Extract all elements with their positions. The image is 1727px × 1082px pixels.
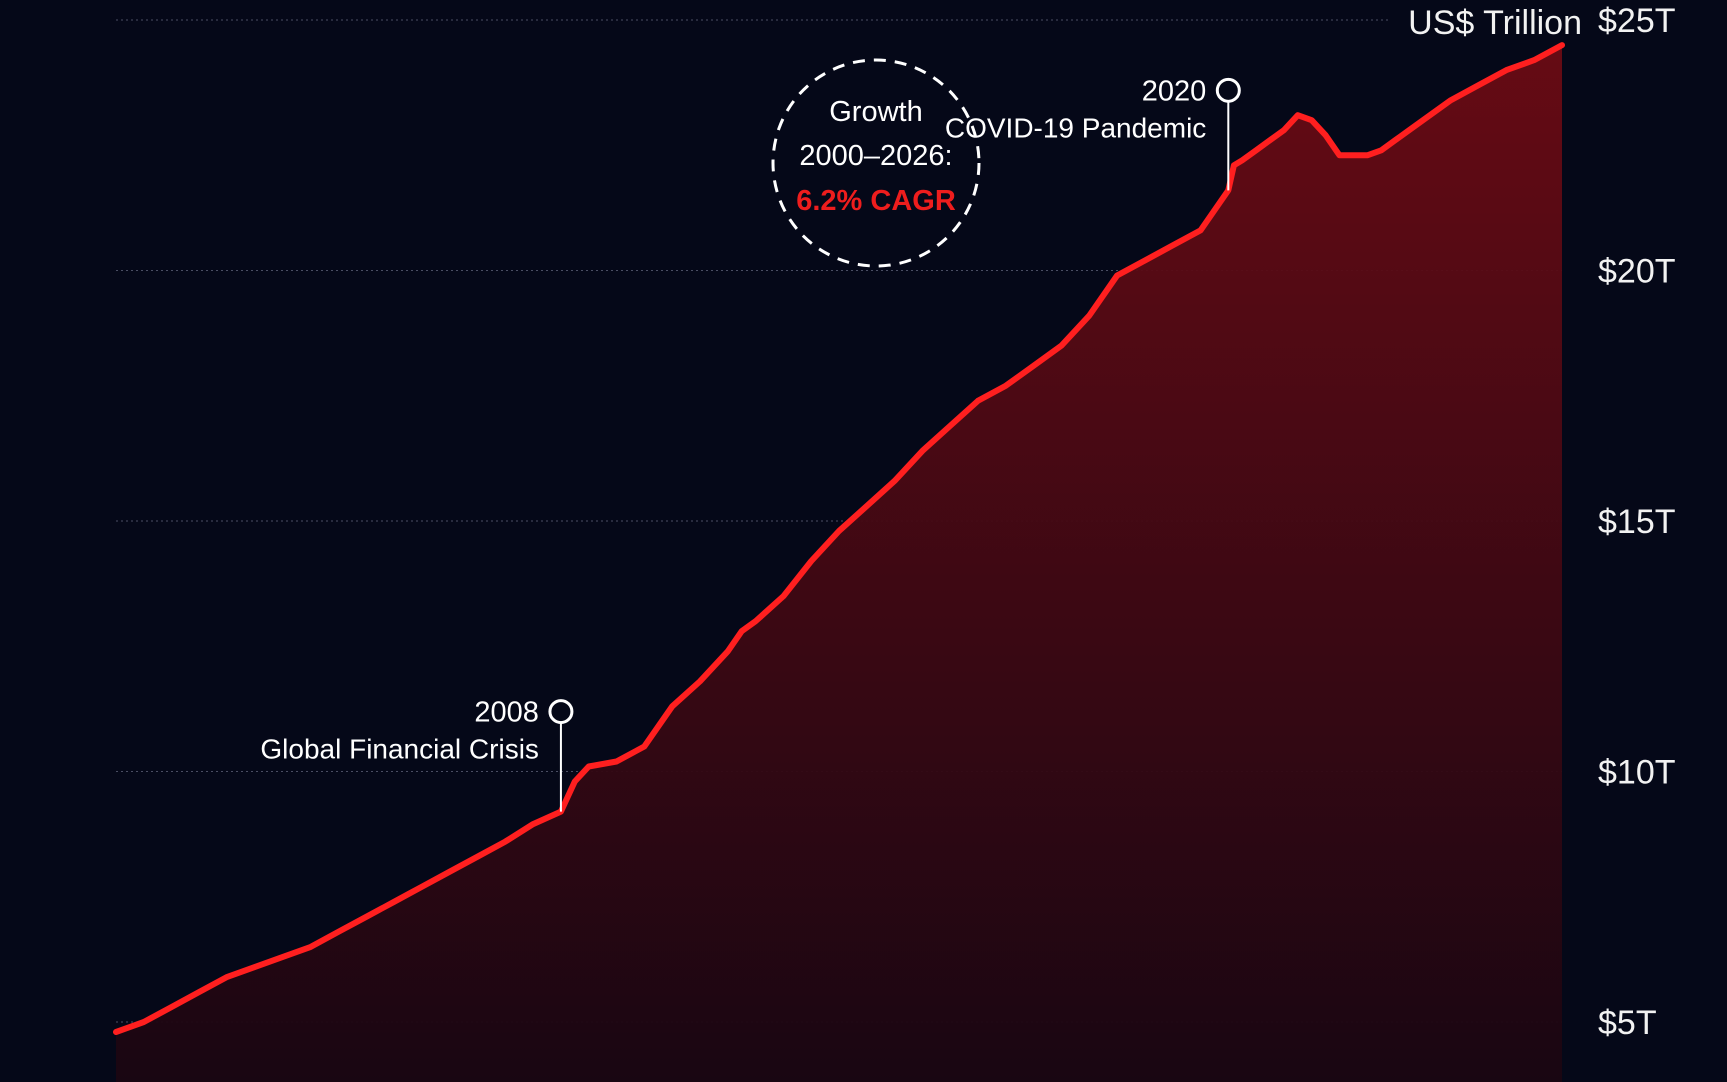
y-tick-label: $10T <box>1598 754 1676 792</box>
annotation-marker <box>1215 77 1241 103</box>
annotations: 2008 Global Financial Crisis 2020 COVID-19 … <box>260 75 1241 812</box>
y-tick-label: $15T <box>1598 503 1676 541</box>
annotation-2020: 2020 COVID-19 Pandemic <box>945 75 1241 191</box>
annotation-text: Global Financial Crisis <box>260 734 539 765</box>
annotation-2008: 2008 Global Financial Crisis <box>260 697 574 812</box>
callout-line2: 2000–2026: <box>799 140 952 172</box>
y-tick-label: $20T <box>1598 253 1676 291</box>
cagr-callout: Growth 2000–2026: 6.2% CAGR <box>771 58 981 268</box>
annotation-year: 2008 <box>474 697 539 729</box>
series-line-layer <box>113 42 1565 1035</box>
annotation-year: 2020 <box>1142 75 1207 107</box>
unit-label: US$ Trillion <box>1408 4 1582 42</box>
series-area <box>116 45 1562 1082</box>
y-axis-ticks: $5T $10T $15T $20T $25T <box>1598 2 1676 1042</box>
area-fill-layer <box>116 45 1562 1082</box>
callout-circle <box>771 58 981 268</box>
y-tick-label: $25T <box>1598 2 1676 40</box>
annotation-text: COVID-19 Pandemic <box>945 112 1206 143</box>
annotation-marker <box>548 699 574 725</box>
series-line <box>113 42 1565 1035</box>
callout-highlight: 6.2% CAGR <box>796 185 956 217</box>
callout-line1: Growth <box>829 96 922 128</box>
y-tick-label: $5T <box>1598 1004 1657 1042</box>
